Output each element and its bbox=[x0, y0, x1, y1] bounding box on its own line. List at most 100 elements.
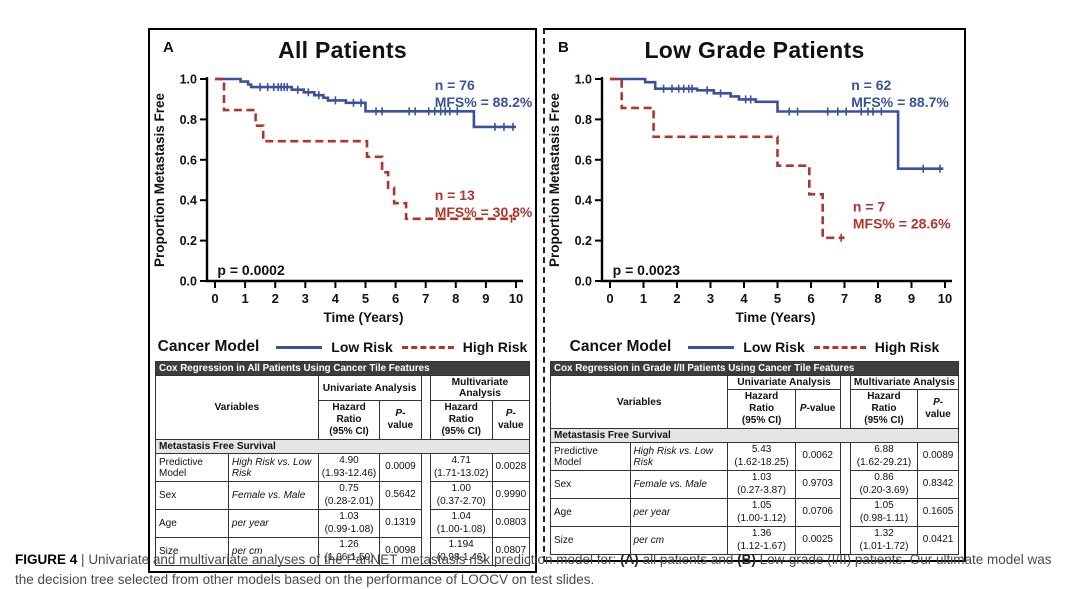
multi-p-cell: 0.0803 bbox=[491, 509, 531, 538]
multi-p-header: P-value bbox=[491, 400, 531, 440]
gap-cell bbox=[839, 470, 851, 499]
x-tick-label: 10 bbox=[938, 291, 952, 306]
comparison-cell: per year bbox=[227, 509, 319, 538]
panel-a-header: A All Patients bbox=[150, 30, 535, 66]
panel-a-label: A bbox=[163, 39, 174, 56]
x-axis-title: Time (Years) bbox=[323, 310, 403, 325]
table-row: Sex Female vs. Male 1.03 (0.27-3.87) 0.9703 0… bbox=[550, 470, 959, 499]
x-tick-label: 7 bbox=[422, 291, 429, 306]
table-row: Size per cm 1.36 (1.12-1.67) 0.0025 1.32 (1.01… bbox=[550, 526, 959, 555]
y-tick-label: 0.4 bbox=[180, 194, 197, 208]
table-title: Cox Regression in Grade I/II Patients Us… bbox=[550, 361, 959, 376]
multi-p-cell: 0.0089 bbox=[917, 442, 959, 471]
gap-cell bbox=[420, 481, 431, 510]
gap-cell bbox=[839, 526, 851, 555]
panel-b-label: B bbox=[558, 39, 569, 56]
uni-hr-cell: 5.43 (1.62-18.25) bbox=[727, 442, 796, 471]
x-tick-label: 5 bbox=[362, 291, 369, 306]
uni-hr-header: Hazard Ratio (95% CI) bbox=[727, 389, 796, 429]
gap-cell bbox=[420, 453, 431, 482]
x-tick-label: 1 bbox=[241, 291, 248, 306]
x-tick-label: 7 bbox=[841, 291, 848, 306]
caption-separator: | bbox=[81, 552, 85, 567]
gap-cell bbox=[420, 509, 431, 538]
cox-table-all-patients: Cox Regression in All Patients Using Can… bbox=[155, 361, 531, 566]
gap-cell bbox=[839, 442, 851, 471]
caption-text-2: all patients and bbox=[638, 552, 738, 567]
uni-p-cell: 0.0009 bbox=[379, 453, 422, 482]
uni-p-cell: 0.9703 bbox=[794, 470, 841, 499]
multi-p-cell: 0.0807 bbox=[491, 537, 531, 566]
variable-cell: Age bbox=[550, 498, 631, 527]
mfs-annotation: MFS% = 88.2% bbox=[435, 94, 533, 110]
figure-caption: FIGURE 4 | Univariate and multivariate a… bbox=[15, 550, 1067, 589]
table-row: Age per year 1.03 (0.99-1.08) 0.1319 1.04 (1.0… bbox=[155, 509, 531, 538]
uni-hr-header: Hazard Ratio (95% CI) bbox=[317, 400, 381, 440]
x-tick-label: 4 bbox=[332, 291, 340, 306]
x-tick-label: 9 bbox=[482, 291, 489, 306]
high-risk-line-swatch bbox=[401, 345, 454, 349]
uni-p-cell: 0.1319 bbox=[379, 509, 422, 538]
table-row: Predictive Model High Risk vs. Low Risk 4.… bbox=[155, 453, 531, 482]
km-plot-low-grade-patients: 1.0 0.8 0.6 0.4 0.2 0.0 0 1 2 3 4 5 6 7 8 9 10 Time (Year… bbox=[547, 73, 952, 326]
legend: Cancer Model Low Risk High Risk bbox=[150, 335, 535, 359]
uni-p-cell: 0.5642 bbox=[379, 481, 422, 510]
comparison-cell: Female vs. Male bbox=[227, 481, 319, 510]
multi-p-cell: 0.0421 bbox=[917, 526, 959, 555]
caption-text-1: Univariate and multivariate analyses of … bbox=[88, 552, 621, 567]
uni-hr-cell: 1.05 (1.00-1.12) bbox=[727, 498, 796, 527]
y-tick-label: 0.0 bbox=[180, 275, 197, 289]
gap-cell bbox=[839, 498, 851, 527]
x-tick-label: 0 bbox=[211, 291, 218, 306]
y-tick-label: 0.2 bbox=[575, 234, 592, 248]
x-tick-label: 9 bbox=[908, 291, 915, 306]
x-tick-label: 3 bbox=[707, 291, 714, 306]
comparison-cell: per year bbox=[629, 498, 729, 527]
multi-p-cell: 0.0028 bbox=[491, 453, 531, 482]
panel-a: A All Patients 1.0 0.8 0.6 0.4 0.2 0.0 0 1 2 3 4 5 6… bbox=[148, 28, 537, 573]
n-annotation: n = 7 bbox=[853, 198, 886, 214]
multi-hr-cell: 1.04 (1.00-1.08) bbox=[429, 509, 493, 538]
uni-p-header: P-value bbox=[379, 400, 422, 440]
x-tick-label: 10 bbox=[509, 291, 523, 306]
figure-panels: A All Patients 1.0 0.8 0.6 0.4 0.2 0.0 0 1 2 3 4 5 6… bbox=[148, 28, 966, 573]
caption-bold-b: (B) bbox=[737, 552, 756, 567]
x-tick-label: 4 bbox=[740, 291, 748, 306]
uni-hr-cell: 1.03 (0.99-1.08) bbox=[317, 509, 381, 538]
km-curve-high-risk bbox=[215, 77, 516, 221]
low-risk-line-swatch bbox=[688, 345, 735, 349]
variable-cell: Sex bbox=[155, 481, 229, 510]
multi-hr-cell: 4.71 (1.71-13.02) bbox=[429, 453, 493, 482]
x-tick-label: 1 bbox=[640, 291, 647, 306]
p-value-annotation: p = 0.0023 bbox=[613, 262, 681, 278]
multi-hr-cell: 1.194 (0.98-1.46) bbox=[429, 537, 493, 566]
legend-label-high-risk: High Risk bbox=[874, 339, 940, 355]
x-tick-label: 6 bbox=[807, 291, 814, 306]
mfs-annotation: MFS% = 28.6% bbox=[853, 215, 951, 231]
gap-cell bbox=[420, 537, 431, 566]
low-risk-line-swatch bbox=[276, 345, 323, 349]
x-tick-label: 6 bbox=[392, 291, 399, 306]
uni-p-cell: 0.0098 bbox=[379, 537, 422, 566]
multi-hr-cell: 1.32 (1.01-1.72) bbox=[849, 526, 919, 555]
comparison-cell: per cm bbox=[629, 526, 729, 555]
variables-header: Variables bbox=[155, 375, 319, 440]
panel-b-header: B Low Grade Patients bbox=[545, 30, 964, 66]
variable-cell: Size bbox=[155, 537, 229, 566]
legend-label-low-risk: Low Risk bbox=[331, 339, 393, 355]
table-row: Size per cm 1.26 (1.06-1.50) 0.0098 1.194 (0.9… bbox=[155, 537, 531, 566]
uni-p-cell: 0.0706 bbox=[794, 498, 841, 527]
x-tick-label: 2 bbox=[673, 291, 680, 306]
uni-hr-cell: 1.03 (0.27-3.87) bbox=[727, 470, 796, 499]
mfs-annotation: MFS% = 88.7% bbox=[851, 94, 949, 110]
multivariate-header: Multivariate Analysis bbox=[849, 375, 960, 390]
variable-cell: Size bbox=[550, 526, 631, 555]
comparison-cell: High Risk vs. Low Risk bbox=[227, 453, 319, 482]
x-axis-title: Time (Years) bbox=[735, 310, 815, 325]
uni-hr-cell: 0.75 (0.28-2.01) bbox=[317, 481, 381, 510]
table-row: Predictive Model High Risk vs. Low Risk 5.… bbox=[550, 442, 959, 471]
km-curve-high-risk bbox=[610, 77, 845, 240]
x-tick-label: 2 bbox=[272, 291, 279, 306]
x-tick-label: 8 bbox=[874, 291, 881, 306]
uni-p-cell: 0.0062 bbox=[794, 442, 841, 471]
